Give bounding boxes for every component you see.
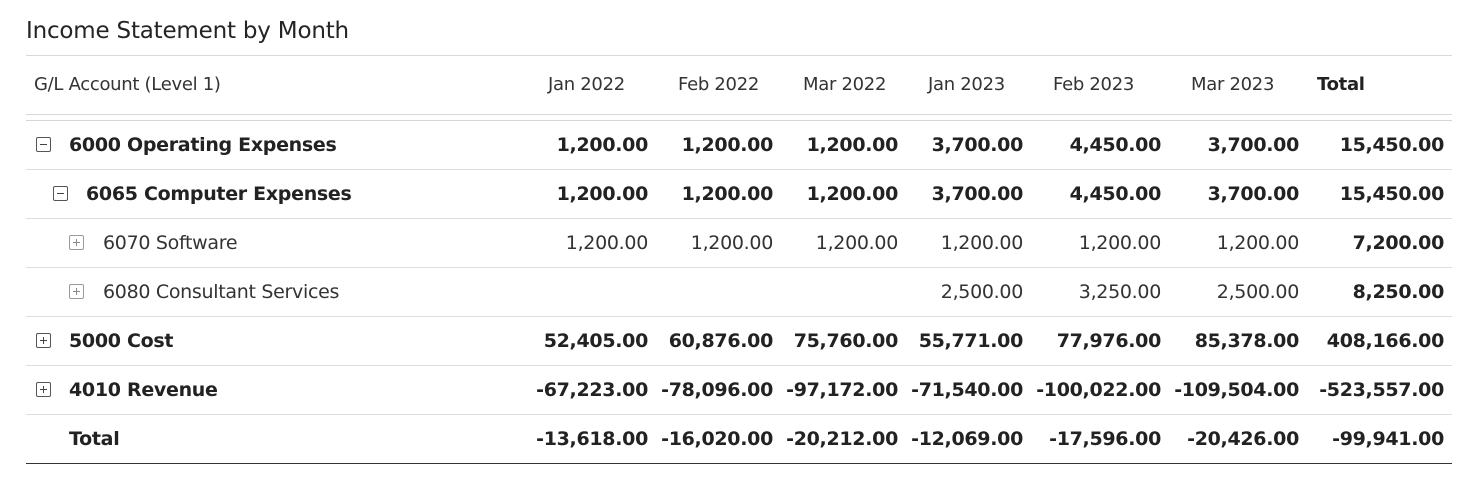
cell-total: 408,166.00 <box>1307 316 1452 366</box>
cell-value: -67,223.00 <box>526 365 656 415</box>
cell-value: 1,200.00 <box>1169 218 1307 268</box>
table-row: 6070 Software 1,200.00 1,200.00 1,200.00… <box>26 218 1452 268</box>
expand-icon[interactable] <box>36 333 51 348</box>
collapse-icon[interactable] <box>36 137 51 152</box>
row-label: 6080 Consultant Services <box>103 280 340 303</box>
cell-value: 77,976.00 <box>1031 316 1169 366</box>
collapse-icon[interactable] <box>53 186 68 201</box>
expand-icon[interactable] <box>69 284 84 299</box>
row-label: 5000 Cost <box>69 329 174 352</box>
cell-total: 8,250.00 <box>1307 267 1452 317</box>
cell-value: 85,378.00 <box>1169 316 1307 366</box>
cell-total: 15,450.00 <box>1307 169 1452 219</box>
cell-value: -97,172.00 <box>781 365 906 415</box>
cell-value: -100,022.00 <box>1031 365 1169 415</box>
header-row: G/L Account (Level 1) Jan 2022 Feb 2022 … <box>26 56 1452 115</box>
cell-value: 55,771.00 <box>906 316 1031 366</box>
table-row: 6000 Operating Expenses 1,200.00 1,200.0… <box>26 120 1452 170</box>
header-account[interactable]: G/L Account (Level 1) <box>26 56 526 115</box>
cell-value: 1,200.00 <box>526 120 656 170</box>
cell-value: -20,426.00 <box>1169 414 1307 464</box>
cell-value: 3,700.00 <box>1169 120 1307 170</box>
cell-value: 1,200.00 <box>526 169 656 219</box>
cell-value <box>781 267 906 317</box>
cell-value: 1,200.00 <box>781 169 906 219</box>
row-label: 6065 Computer Expenses <box>86 182 352 205</box>
cell-value: -17,596.00 <box>1031 414 1169 464</box>
cell-total: -99,941.00 <box>1307 414 1452 464</box>
cell-total: 7,200.00 <box>1307 218 1452 268</box>
cell-value: -109,504.00 <box>1169 365 1307 415</box>
table-row: 4010 Revenue -67,223.00 -78,096.00 -97,1… <box>26 365 1452 415</box>
matrix-table: G/L Account (Level 1) Jan 2022 Feb 2022 … <box>26 56 1452 464</box>
header-jan-2023[interactable]: Jan 2023 <box>906 56 1031 115</box>
cell-value: -12,069.00 <box>906 414 1031 464</box>
cell-value: 3,700.00 <box>906 169 1031 219</box>
cell-value: 75,760.00 <box>781 316 906 366</box>
grand-total-label: Total <box>69 427 120 450</box>
cell-value: -13,618.00 <box>526 414 656 464</box>
cell-value <box>526 267 656 317</box>
table-row: 6065 Computer Expenses 1,200.00 1,200.00… <box>26 169 1452 219</box>
cell-value: 3,700.00 <box>1169 169 1307 219</box>
header-mar-2023[interactable]: Mar 2023 <box>1169 56 1307 115</box>
cell-value: -16,020.00 <box>656 414 781 464</box>
cell-value: 1,200.00 <box>1031 218 1169 268</box>
cell-value: 1,200.00 <box>906 218 1031 268</box>
cell-value: 1,200.00 <box>656 218 781 268</box>
expand-icon[interactable] <box>69 235 84 250</box>
cell-value: 3,700.00 <box>906 120 1031 170</box>
cell-value: 1,200.00 <box>526 218 656 268</box>
cell-value <box>656 267 781 317</box>
table-row: 6080 Consultant Services 2,500.00 3,250.… <box>26 267 1452 317</box>
cell-value: 1,200.00 <box>781 120 906 170</box>
header-jan-2022[interactable]: Jan 2022 <box>526 56 656 115</box>
header-total[interactable]: Total <box>1307 56 1452 115</box>
cell-value: 2,500.00 <box>1169 267 1307 317</box>
cell-value: 4,450.00 <box>1031 120 1169 170</box>
row-label: 4010 Revenue <box>69 378 218 401</box>
header-mar-2022[interactable]: Mar 2022 <box>781 56 906 115</box>
header-spacer <box>26 113 1452 121</box>
cell-total: -523,557.00 <box>1307 365 1452 415</box>
cell-value: -71,540.00 <box>906 365 1031 415</box>
income-statement-visual: Income Statement by Month G/L Account (L… <box>26 16 1452 464</box>
header-feb-2022[interactable]: Feb 2022 <box>656 56 781 115</box>
expand-icon[interactable] <box>36 382 51 397</box>
cell-value: 52,405.00 <box>526 316 656 366</box>
cell-value: 1,200.00 <box>781 218 906 268</box>
cell-value: -78,096.00 <box>656 365 781 415</box>
cell-value: 60,876.00 <box>656 316 781 366</box>
cell-total: 15,450.00 <box>1307 120 1452 170</box>
cell-value: 1,200.00 <box>656 120 781 170</box>
visual-title: Income Statement by Month <box>26 16 1452 56</box>
cell-value: 1,200.00 <box>656 169 781 219</box>
row-label: 6000 Operating Expenses <box>69 133 337 156</box>
header-feb-2023[interactable]: Feb 2023 <box>1031 56 1169 115</box>
cell-value: 4,450.00 <box>1031 169 1169 219</box>
table-row: 5000 Cost 52,405.00 60,876.00 75,760.00 … <box>26 316 1452 366</box>
row-label: 6070 Software <box>103 231 238 254</box>
grand-total-row: Total -13,618.00 -16,020.00 -20,212.00 -… <box>26 414 1452 464</box>
cell-value: 2,500.00 <box>906 267 1031 317</box>
cell-value: 3,250.00 <box>1031 267 1169 317</box>
cell-value: -20,212.00 <box>781 414 906 464</box>
